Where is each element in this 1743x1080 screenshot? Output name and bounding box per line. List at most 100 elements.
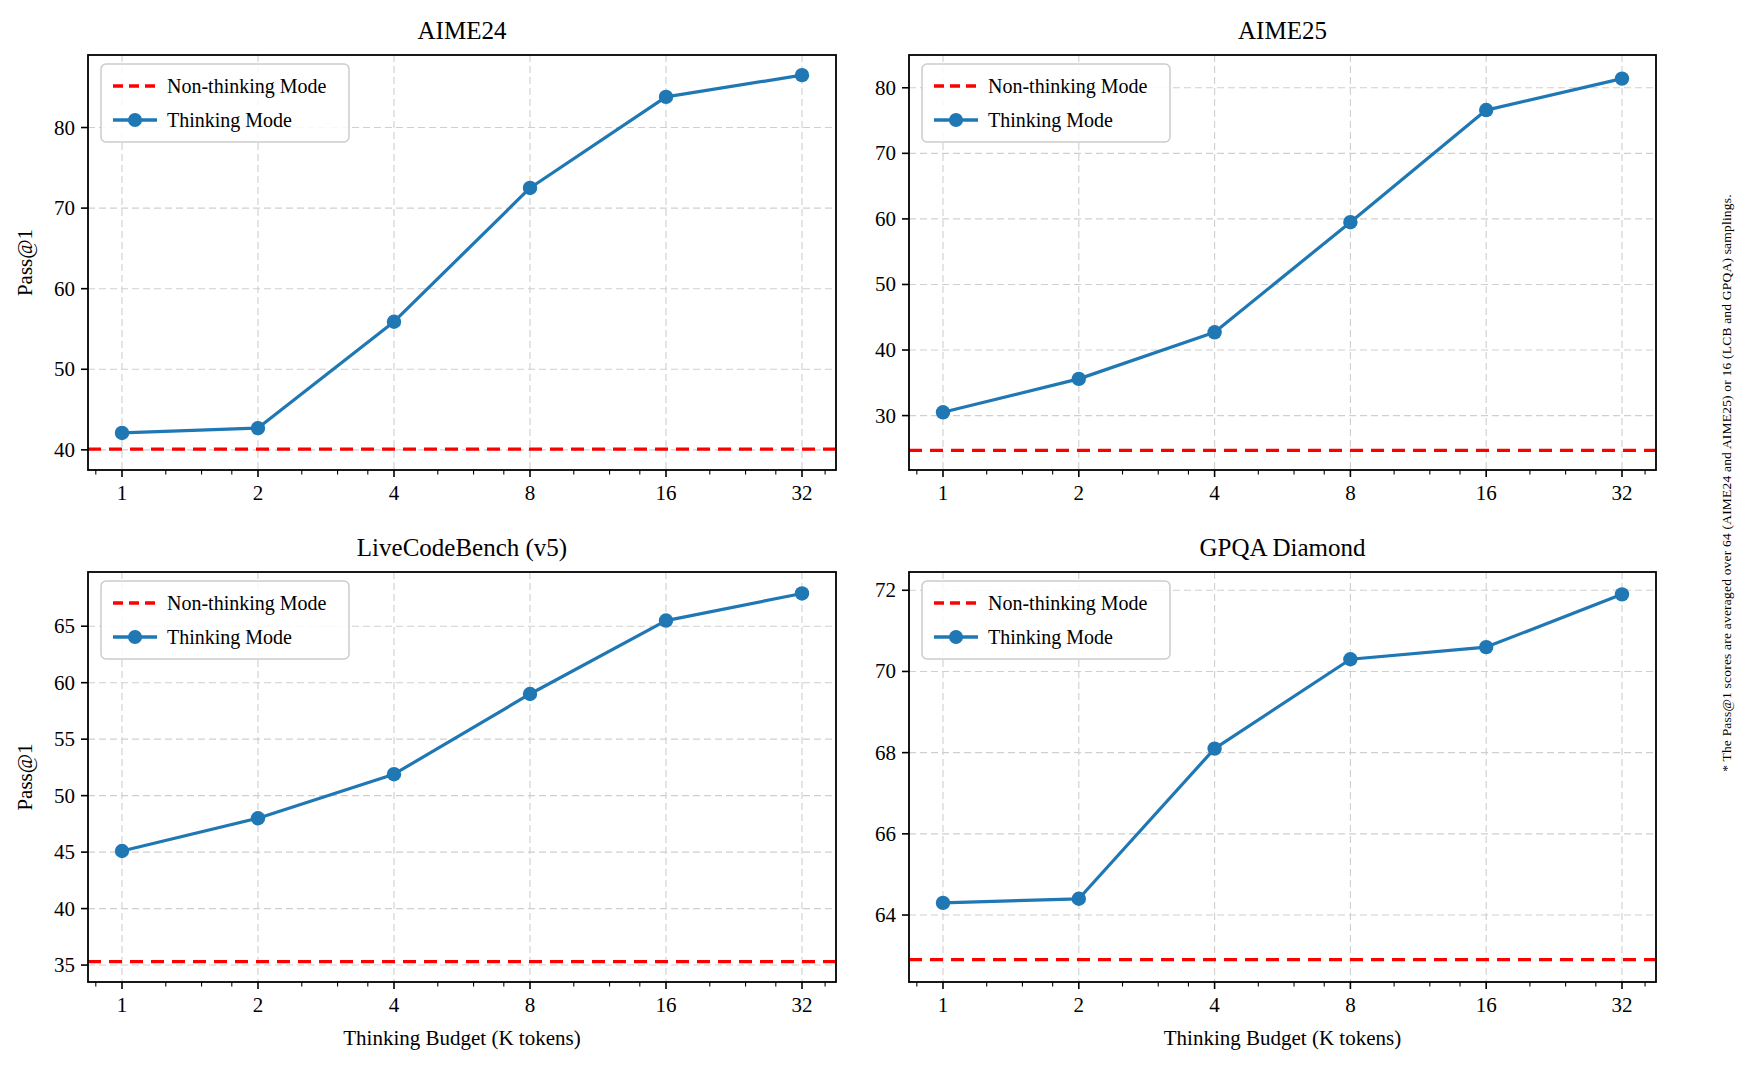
x-tick-label: 2	[1074, 993, 1085, 1017]
y-tick-label: 30	[875, 404, 896, 428]
thinking-data-point	[251, 421, 265, 435]
x-axis-label: Thinking Budget (K tokens)	[343, 1026, 580, 1050]
legend-thinking-marker	[128, 630, 142, 644]
y-axis-label: Pass@1	[13, 229, 37, 296]
y-tick-label: 80	[54, 116, 75, 140]
y-tick-label: 50	[54, 357, 75, 381]
y-tick-label: 40	[54, 897, 75, 921]
x-tick-label: 16	[656, 993, 677, 1017]
x-tick-label: 32	[792, 993, 813, 1017]
legend-thinking-label: Thinking Mode	[988, 626, 1113, 649]
y-tick-label: 66	[875, 822, 896, 846]
thinking-budget-figure: 40 50 60 70 80 1 2 4 8 16 32 AIME24 Pass@1 Non-thinki…	[0, 0, 1743, 1080]
y-tick-label: 60	[875, 207, 896, 231]
y-tick-label: 55	[54, 727, 75, 751]
thinking-data-point	[387, 315, 401, 329]
tick-marks	[902, 88, 1622, 477]
y-tick-label: 50	[875, 272, 896, 296]
thinking-data-point	[1207, 325, 1221, 339]
legend-thinking-label: Thinking Mode	[167, 626, 292, 649]
chart-title: AIME24	[418, 17, 507, 44]
thinking-data-point	[1207, 741, 1221, 755]
y-tick-label: 45	[54, 840, 75, 864]
x-tick-label: 2	[1074, 481, 1085, 505]
y-tick-label: 72	[875, 578, 896, 602]
x-tick-label: 4	[1209, 481, 1220, 505]
legend: Non-thinking Mode Thinking Mode	[922, 64, 1170, 142]
x-tick-label: 4	[389, 993, 400, 1017]
thinking-data-point	[523, 687, 537, 701]
x-tick-label: 32	[1612, 481, 1633, 505]
thinking-data-point	[1615, 587, 1629, 601]
legend-non-thinking-label: Non-thinking Mode	[988, 75, 1148, 98]
y-tick-label: 60	[54, 671, 75, 695]
legend: Non-thinking Mode Thinking Mode	[101, 64, 349, 142]
legend-thinking-marker	[128, 113, 142, 127]
chart-title: LiveCodeBench (v5)	[357, 534, 567, 562]
legend-non-thinking-label: Non-thinking Mode	[988, 592, 1148, 615]
thinking-data-point	[115, 426, 129, 440]
y-tick-label: 80	[875, 76, 896, 100]
chart-aime24: 40 50 60 70 80 1 2 4 8 16 32 AIME24 Pass@1 Non-thinki…	[13, 17, 836, 505]
charts-canvas: 40 50 60 70 80 1 2 4 8 16 32 AIME24 Pass@1 Non-thinki…	[0, 0, 1743, 1080]
legend-thinking-marker	[949, 113, 963, 127]
x-tick-label: 16	[1476, 993, 1497, 1017]
thinking-data-point	[659, 613, 673, 627]
thinking-data-point	[115, 844, 129, 858]
thinking-data-point	[251, 811, 265, 825]
x-tick-label: 2	[253, 993, 264, 1017]
thinking-data-point	[1343, 215, 1357, 229]
x-tick-label: 8	[525, 993, 536, 1017]
thinking-data-point	[1072, 892, 1086, 906]
x-tick-label: 8	[1345, 481, 1356, 505]
thinking-data-point	[1072, 372, 1086, 386]
legend-non-thinking-label: Non-thinking Mode	[167, 592, 327, 615]
chart-aime25: 30 40 50 60 70 80 1 2 4 8 16 32 AIME25 Non-thinking M…	[875, 17, 1656, 505]
thinking-data-point	[936, 405, 950, 419]
x-tick-label: 16	[656, 481, 677, 505]
thinking-data-point	[1479, 640, 1493, 654]
tick-marks	[81, 128, 802, 477]
thinking-data-point	[387, 767, 401, 781]
x-tick-label: 32	[1612, 993, 1633, 1017]
chart-livecodebench: 3540455055606512481632LiveCodeBench (v5)…	[13, 534, 836, 1050]
side-note: * The Pass@1 scores are averaged over 64…	[1719, 194, 1735, 772]
y-tick-label: 50	[54, 784, 75, 808]
thinking-data-point	[523, 181, 537, 195]
x-tick-label: 16	[1476, 481, 1497, 505]
y-tick-label: 40	[875, 338, 896, 362]
tick-marks	[81, 626, 802, 989]
x-tick-label: 1	[117, 993, 128, 1017]
x-tick-label: 1	[117, 481, 128, 505]
x-tick-label: 4	[1209, 993, 1220, 1017]
thinking-data-point	[1479, 103, 1493, 117]
legend: Non-thinking Mode Thinking Mode	[922, 581, 1170, 659]
legend-thinking-label: Thinking Mode	[988, 109, 1113, 132]
x-tick-label: 8	[1345, 993, 1356, 1017]
y-tick-label: 70	[54, 196, 75, 220]
thinking-data-point	[1615, 71, 1629, 85]
x-tick-label: 1	[938, 993, 949, 1017]
y-tick-label: 68	[875, 741, 896, 765]
y-axis-label: Pass@1	[13, 743, 37, 810]
legend: Non-thinking Mode Thinking Mode	[101, 581, 349, 659]
thinking-data-point	[936, 896, 950, 910]
y-tick-label: 40	[54, 438, 75, 462]
legend-thinking-label: Thinking Mode	[167, 109, 292, 132]
thinking-data-point	[1343, 652, 1357, 666]
legend-thinking-marker	[949, 630, 963, 644]
y-tick-label: 70	[875, 141, 896, 165]
y-tick-label: 60	[54, 277, 75, 301]
legend-non-thinking-label: Non-thinking Mode	[167, 75, 327, 98]
thinking-data-point	[795, 68, 809, 82]
chart-title: AIME25	[1238, 17, 1327, 44]
thinking-data-point	[659, 90, 673, 104]
x-axis-label: Thinking Budget (K tokens)	[1164, 1026, 1401, 1050]
y-tick-label: 64	[875, 903, 897, 927]
x-tick-label: 1	[938, 481, 949, 505]
x-tick-label: 4	[389, 481, 400, 505]
x-tick-label: 32	[792, 481, 813, 505]
chart-gpqa-diamond: 646668707212481632GPQA DiamondThinking B…	[875, 534, 1656, 1050]
x-tick-label: 8	[525, 481, 536, 505]
x-tick-label: 2	[253, 481, 264, 505]
